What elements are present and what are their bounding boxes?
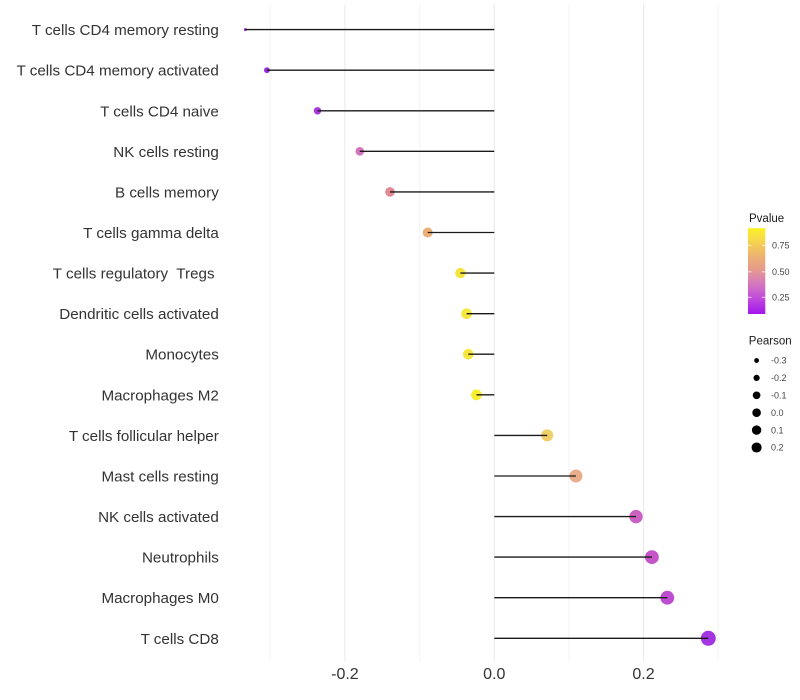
svg-text:-0.3: -0.3	[771, 356, 787, 366]
svg-text:Neutrophils: Neutrophils	[142, 550, 219, 567]
svg-text:0.25: 0.25	[772, 293, 790, 303]
svg-text:-0.2: -0.2	[331, 666, 359, 683]
svg-text:T cells CD4 naive: T cells CD4 naive	[100, 103, 219, 120]
svg-text:0.1: 0.1	[771, 425, 784, 435]
svg-text:T cells gamma delta: T cells gamma delta	[83, 225, 219, 242]
svg-text:Macrophages M0: Macrophages M0	[101, 590, 218, 607]
svg-text:T cells follicular helper: T cells follicular helper	[69, 428, 219, 445]
svg-text:0.75: 0.75	[772, 241, 790, 251]
svg-text:0.2: 0.2	[632, 666, 654, 683]
svg-text:Dendritic cells activated: Dendritic cells activated	[59, 306, 219, 323]
svg-text:NK cells activated: NK cells activated	[98, 509, 219, 526]
svg-text:Pvalue: Pvalue	[749, 213, 784, 225]
svg-text:NK cells resting: NK cells resting	[113, 144, 219, 161]
svg-text:0.0: 0.0	[483, 666, 505, 683]
svg-text:T cells CD8: T cells CD8	[141, 631, 219, 648]
svg-text:B cells memory: B cells memory	[115, 184, 219, 201]
svg-text:Mast cells resting: Mast cells resting	[101, 469, 218, 486]
svg-text:-0.2: -0.2	[771, 373, 787, 383]
svg-text:Monocytes: Monocytes	[145, 347, 219, 364]
svg-text:Macrophages M2: Macrophages M2	[101, 387, 218, 404]
svg-text:T cells CD4 memory resting: T cells CD4 memory resting	[32, 22, 219, 39]
svg-text:0.2: 0.2	[771, 443, 784, 453]
svg-text:T cells regulatory Tregs: T cells regulatory Tregs	[53, 266, 219, 283]
svg-text:Pearson: Pearson	[749, 336, 792, 348]
svg-text:0.50: 0.50	[772, 267, 790, 277]
svg-text:T cells CD4 memory activated: T cells CD4 memory activated	[17, 63, 219, 80]
svg-text:-0.1: -0.1	[771, 391, 787, 401]
svg-text:0.0: 0.0	[771, 408, 784, 418]
